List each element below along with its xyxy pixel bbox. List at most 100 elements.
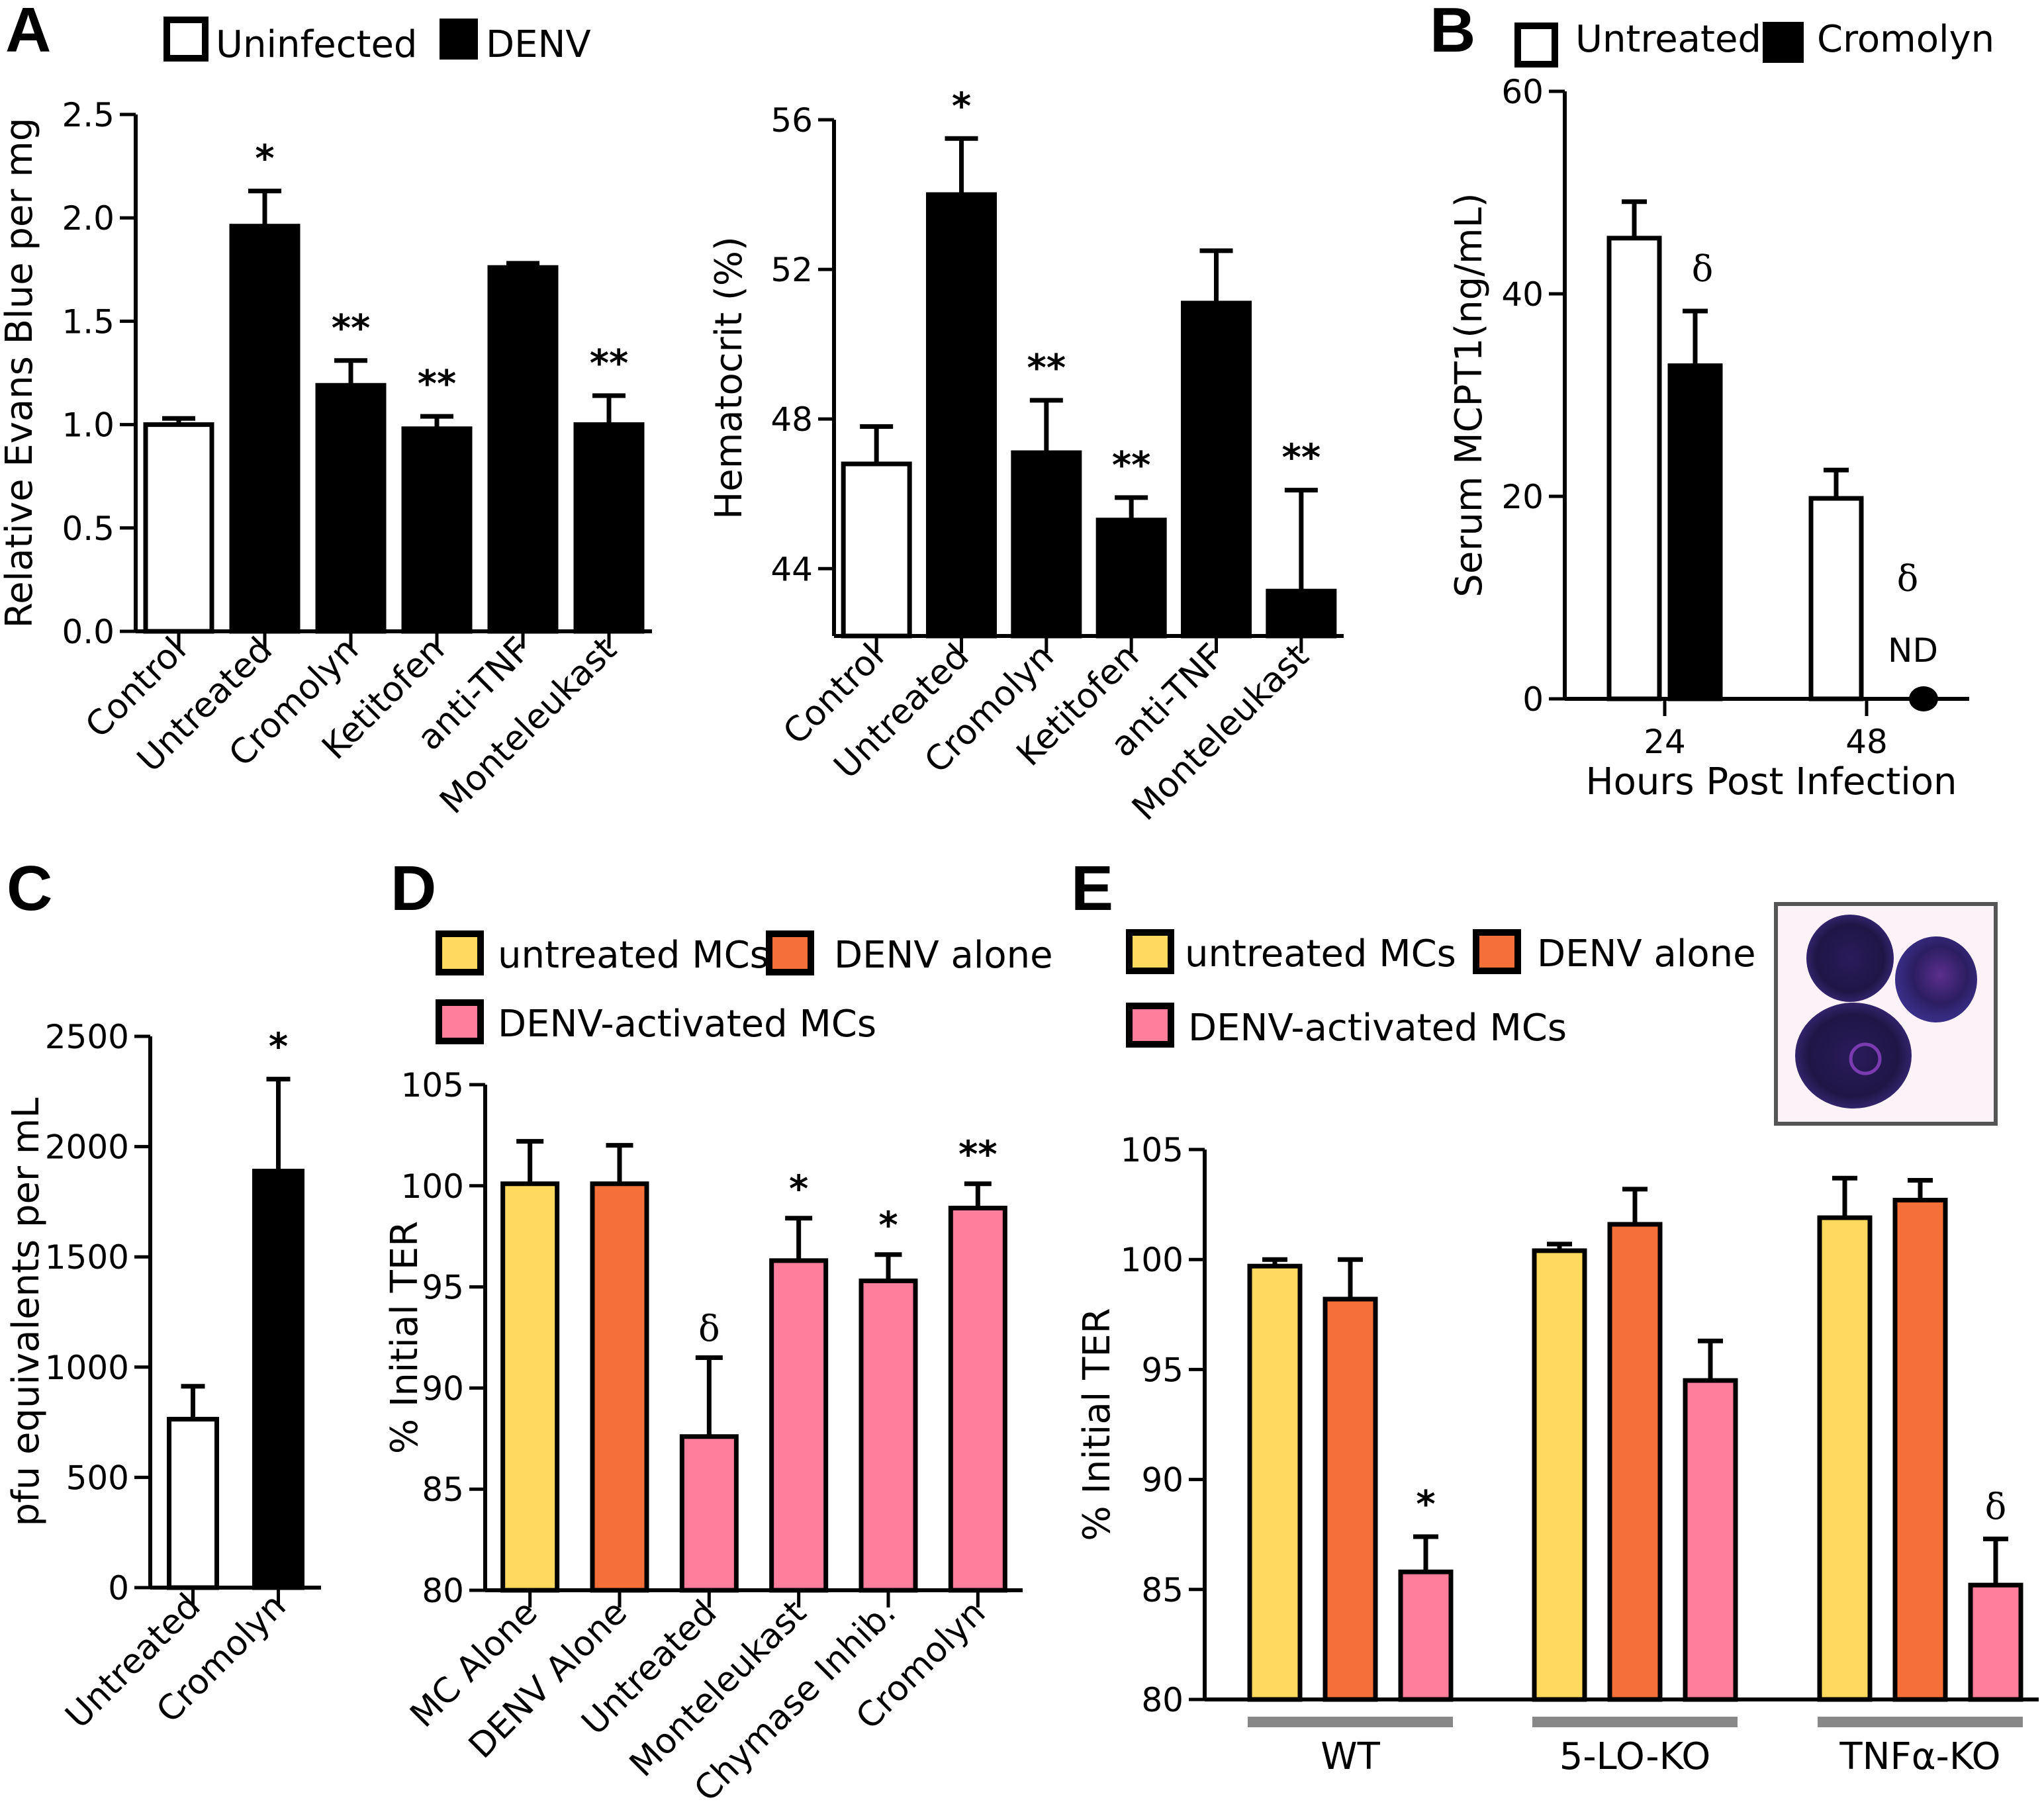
legend-label-uninfected: Uninfected (216, 23, 417, 66)
significance-marker: * (1416, 1483, 1435, 1526)
y-tick-label: 52 (770, 251, 813, 289)
panel-label-b: B (1430, 0, 1475, 66)
y-tick-label: 100 (401, 1167, 464, 1206)
not-detected-label: ND (1888, 631, 1938, 670)
cell-3 (1795, 1003, 1912, 1108)
significance-marker: ** (958, 1134, 998, 1177)
y-tick-label: 105 (401, 1066, 464, 1105)
bar-mc-alone (500, 1181, 560, 1593)
y-tick-label: 500 (66, 1459, 129, 1497)
delta-annotation: δ (1692, 248, 1714, 290)
significance-marker: ** (1282, 437, 1321, 480)
delta-annotation: δ (1897, 558, 1919, 600)
y-tick-label: 0 (108, 1569, 129, 1607)
significance-marker: * (952, 85, 971, 128)
y-tick-label: 85 (1141, 1571, 1184, 1609)
y-tick-label: 1000 (45, 1349, 129, 1387)
bar-cromolyn-24 (1667, 363, 1723, 701)
bar-denv-activated-mcs-5-lo-ko (1683, 1378, 1738, 1702)
y-tick-label: 90 (422, 1369, 464, 1408)
legend-swatch-denv (440, 19, 478, 60)
bar-cromolyn (315, 383, 387, 634)
legend-label-untreated-mcs: untreated MCs (498, 934, 769, 977)
legend-swatch-denv-alone (1473, 929, 1521, 974)
y-axis-title: Relative Evans Blue per mg (0, 118, 41, 629)
y-tick-label: 0 (1522, 680, 1544, 719)
bar-control (143, 422, 214, 634)
legend-swatch-untreated-mcs (1126, 929, 1174, 974)
bar-cromolyn (252, 1169, 304, 1590)
bar-control (841, 461, 912, 639)
bar-denv-activated-mcs-tnf-ko (1968, 1582, 2023, 1702)
chart-evans-blue: 0.0 0.5 1.0 1.5 2.0 2.5 Relative Evans Blue pe… (0, 96, 652, 822)
legend-swatch-uninfected (163, 17, 209, 62)
panel-label-a: A (5, 0, 51, 66)
legend-a: Uninfected DENV (163, 17, 591, 66)
y-tick-label: 2000 (45, 1128, 129, 1167)
y-axis-title: % Initial TER (383, 1221, 426, 1454)
legend-swatch-denv-activated (436, 999, 484, 1044)
group-label-5-lo-ko: 5-LO-KO (1559, 1735, 1711, 1778)
y-tick-label: 48 (770, 400, 813, 439)
legend-label-denv-activated: DENV-activated MCs (498, 1003, 876, 1046)
y-axis-title: % Initial TER (1076, 1308, 1119, 1541)
y-tick-label: 0.5 (62, 510, 115, 548)
y-tick-label: 80 (422, 1572, 464, 1610)
bar-untreated-mcs-5-lo-ko (1532, 1248, 1587, 1702)
significance-marker: ** (332, 307, 371, 350)
y-axis-title: Hematocrit (%) (708, 236, 751, 520)
x-tick-label-24: 24 (1644, 723, 1686, 761)
x-tick-label-48: 48 (1845, 723, 1888, 761)
legend-d: untreated MCs DENV alone DENV-activated … (436, 930, 1053, 1046)
significance-marker: * (269, 1026, 288, 1069)
bar-cromolyn (948, 1205, 1007, 1593)
bar-untreated (926, 192, 997, 639)
bar-anti-tnf (487, 265, 559, 634)
y-tick-label: 85 (422, 1470, 464, 1509)
chart-pfu: 0 500 1000 1500 2000 2500 pfu equivalents per … (5, 1018, 321, 1737)
y-tick-label: 20 (1501, 478, 1544, 516)
y-tick-label: 44 (770, 550, 813, 588)
legend-label-denv: DENV (486, 23, 591, 66)
y-tick-label: 60 (1501, 73, 1544, 111)
bar-monteleukast (573, 422, 645, 634)
legend-label-untreated-mcs: untreated MCs (1185, 932, 1456, 975)
group-label-wt: WT (1321, 1735, 1380, 1778)
y-tick-label: 0.0 (62, 613, 115, 651)
y-tick-label: 1500 (45, 1238, 129, 1277)
bar-untreated (679, 1434, 739, 1593)
y-axis-title: Serum MCPT1(ng/mL) (1448, 193, 1491, 597)
y-tick-label: 1.0 (62, 406, 115, 445)
y-axis-title: pfu equivalents per mL (5, 1097, 48, 1526)
y-tick-label: 105 (1121, 1131, 1184, 1169)
bar-ketitofen (1095, 518, 1167, 639)
y-tick-label: 40 (1501, 275, 1544, 314)
bar-chymase-inhib (859, 1278, 918, 1593)
bar-monteleukast (1266, 588, 1337, 639)
mast-cell-micrograph (1774, 902, 1998, 1126)
legend-label-cromolyn: Cromolyn (1817, 18, 1994, 61)
legend-swatch-denv-activated (1126, 1003, 1174, 1048)
significance-marker: * (878, 1204, 898, 1247)
bar-untreated-48 (1808, 496, 1864, 701)
legend-swatch-untreated (1514, 23, 1558, 68)
legend-swatch-untreated-mcs (436, 930, 484, 975)
bar-untreated-mcs-tnf-ko (1817, 1215, 1873, 1702)
legend-label-denv-alone: DENV alone (834, 934, 1053, 977)
y-tick-label: 90 (1141, 1461, 1184, 1500)
bar-denv-alone-5-lo-ko (1607, 1222, 1663, 1702)
group-underline (1248, 1717, 1453, 1727)
chart-serum-mcpt1: 0 20 40 60 Serum MCPT1(ng/mL) 24 48 δ δ ND Hours P… (1448, 73, 1969, 803)
y-tick-label: 2.0 (62, 199, 115, 238)
bar-untreated (229, 224, 301, 634)
bar-anti-tnf (1181, 300, 1252, 639)
significance-marker: ** (1112, 444, 1151, 487)
bar-denv-alone (590, 1181, 649, 1593)
delta-annotation: δ (698, 1308, 720, 1350)
significance-marker: ** (590, 342, 629, 385)
cell-1 (1806, 915, 1894, 1002)
cell-2 (1895, 936, 1977, 1022)
panel-label-d: D (391, 853, 436, 924)
y-tick-label: 2500 (45, 1018, 129, 1056)
